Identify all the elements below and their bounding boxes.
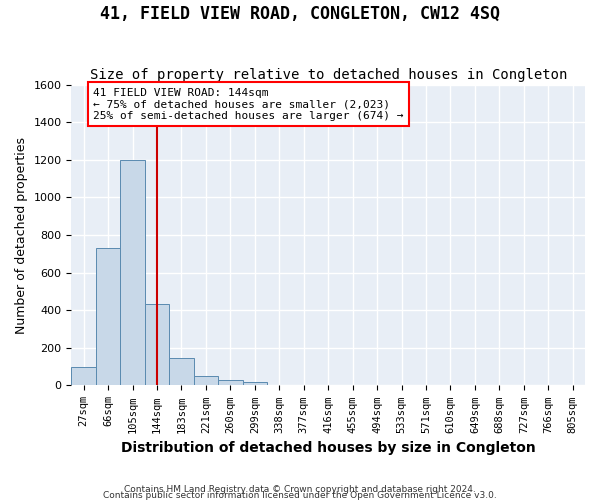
X-axis label: Distribution of detached houses by size in Congleton: Distribution of detached houses by size … bbox=[121, 441, 536, 455]
Bar bbox=[218, 380, 242, 386]
Text: Contains public sector information licensed under the Open Government Licence v3: Contains public sector information licen… bbox=[103, 492, 497, 500]
Bar bbox=[121, 160, 145, 386]
Y-axis label: Number of detached properties: Number of detached properties bbox=[15, 136, 28, 334]
Title: Size of property relative to detached houses in Congleton: Size of property relative to detached ho… bbox=[89, 68, 567, 82]
Bar bbox=[242, 382, 267, 386]
Bar bbox=[71, 366, 96, 386]
Bar bbox=[169, 358, 194, 386]
Text: 41 FIELD VIEW ROAD: 144sqm
← 75% of detached houses are smaller (2,023)
25% of s: 41 FIELD VIEW ROAD: 144sqm ← 75% of deta… bbox=[94, 88, 404, 121]
Text: 41, FIELD VIEW ROAD, CONGLETON, CW12 4SQ: 41, FIELD VIEW ROAD, CONGLETON, CW12 4SQ bbox=[100, 5, 500, 23]
Bar bbox=[194, 376, 218, 386]
Text: Contains HM Land Registry data © Crown copyright and database right 2024.: Contains HM Land Registry data © Crown c… bbox=[124, 486, 476, 494]
Bar bbox=[96, 248, 121, 386]
Bar bbox=[145, 304, 169, 386]
